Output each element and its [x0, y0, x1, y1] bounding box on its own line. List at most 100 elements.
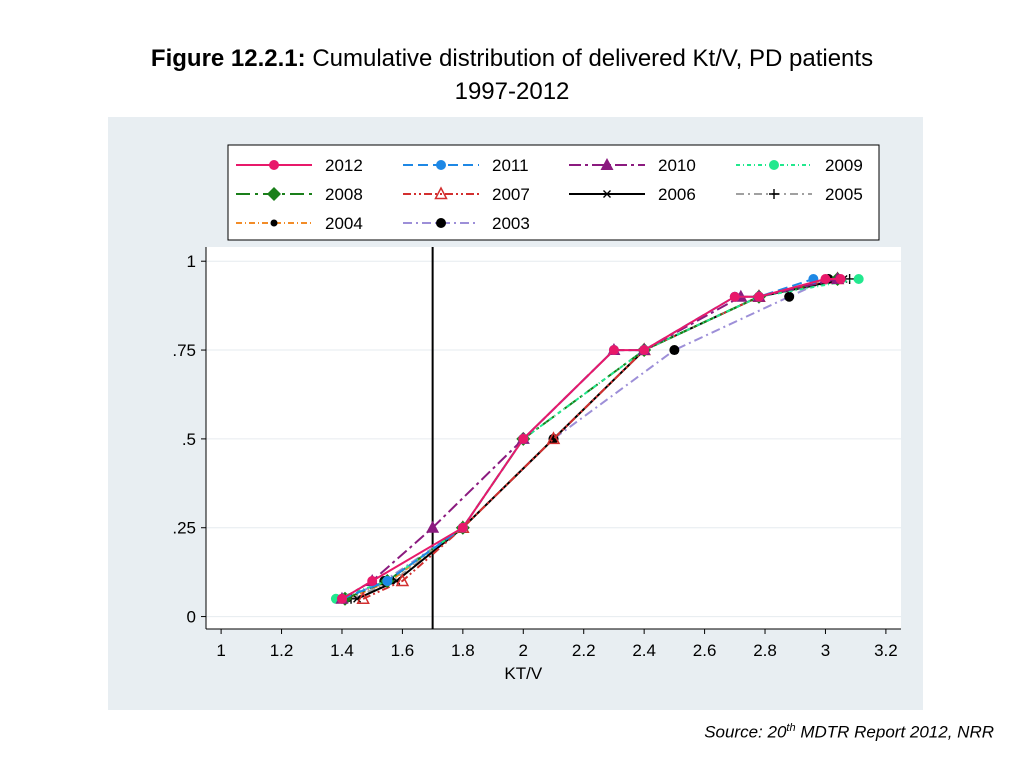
legend-item-2007: 2007: [403, 185, 530, 204]
source-note: Source: 20th MDTR Report 2012, NRR: [704, 722, 994, 743]
data-point: [546, 431, 561, 445]
point-marker: [753, 291, 764, 302]
data-point: [518, 433, 529, 444]
point-marker: [600, 158, 614, 170]
data-point: [436, 218, 446, 228]
point-marker: [436, 218, 446, 228]
legend-label: 2012: [325, 156, 363, 175]
point-marker: [269, 160, 279, 170]
data-point: [367, 576, 378, 587]
point-marker: [336, 593, 347, 604]
data-point: [434, 186, 448, 200]
legend-label: 2010: [658, 156, 696, 175]
legend-item-2010: 2010: [569, 156, 696, 175]
x-tick-label: 2: [519, 641, 528, 660]
point-marker: [518, 433, 529, 444]
series-layer: [330, 271, 864, 606]
data-point: [639, 345, 650, 356]
source-pre: Source: 20: [704, 722, 787, 742]
point-marker: [603, 190, 611, 198]
data-point: [382, 576, 393, 587]
source-sup: th: [786, 722, 796, 734]
data-point: [844, 273, 855, 284]
point-marker: [835, 273, 846, 284]
legend-label: 2006: [658, 185, 696, 204]
data-point: [270, 219, 278, 227]
point-marker: [356, 591, 370, 605]
x-tick-label: 1.6: [391, 641, 415, 660]
x-tick-label: 2.4: [632, 641, 656, 660]
legend-item-2004: 2004: [236, 214, 363, 233]
data-point: [784, 291, 795, 302]
legend-item-2005: 2005: [736, 185, 863, 204]
y-tick-label: .75: [172, 341, 196, 360]
point-marker: [267, 187, 281, 201]
x-tick-label: 3: [821, 641, 830, 660]
legend-label: 2011: [492, 156, 529, 175]
data-point: [395, 573, 410, 587]
point-marker: [436, 160, 446, 170]
point-marker: [669, 345, 680, 356]
point-marker: [395, 573, 410, 587]
point-marker: [769, 189, 779, 199]
figure-title-prefix: Figure 12.2.1:: [150, 45, 306, 72]
data-point: [608, 345, 619, 356]
point-marker: [820, 273, 831, 284]
point-marker: [382, 576, 393, 587]
x-tick-label: 1.2: [270, 641, 294, 660]
data-point: [835, 273, 846, 284]
point-marker: [457, 522, 468, 533]
data-point: [457, 522, 468, 533]
figure-title: Figure 12.2.1: Cumulative distribution o…: [0, 42, 1024, 108]
data-point: [853, 273, 864, 284]
legend-label: 2003: [492, 214, 530, 233]
legend-item-2006: 2006: [569, 185, 696, 204]
legend: 2012 2011 2010 2009 2008 2007 2006 2005 2004 2003: [227, 144, 880, 241]
x-tick-label: 1.4: [330, 641, 354, 660]
source-post: MDTR Report 2012, NRR: [795, 722, 994, 742]
x-tick-label: 1.8: [451, 641, 475, 660]
legend-label: 2008: [325, 185, 363, 204]
point-marker: [729, 291, 740, 302]
legend-item-2003: 2003: [403, 214, 530, 233]
legend-label: 2007: [492, 185, 530, 204]
series-line-2012: [341, 278, 841, 600]
point-marker: [784, 291, 795, 302]
data-point: [820, 273, 831, 284]
series-2012: [336, 273, 846, 604]
y-tick-label: 0: [187, 608, 196, 627]
x-tick-label: 3.2: [874, 641, 898, 660]
legend-item-2011: 2011: [403, 156, 529, 175]
data-point: [269, 160, 279, 170]
legend-box: [227, 144, 880, 241]
legend-label: 2004: [325, 214, 363, 233]
legend-item-2008: 2008: [236, 185, 363, 204]
y-tick-label: .5: [182, 430, 196, 449]
data-point: [603, 190, 611, 198]
point-marker: [546, 431, 561, 445]
x-tick-label: 2.6: [693, 641, 717, 660]
point-marker: [426, 520, 440, 533]
point-marker: [844, 273, 855, 284]
data-point: [600, 158, 614, 170]
point-marker: [367, 576, 378, 587]
figure-title-line2: 1997-2012: [454, 78, 570, 105]
chart-panel: 0 .25 .5 .75 1 1 1.2 1.4 1.6 1.8 2 2.2 2.4 2.6 2.8 3 3.2…: [108, 117, 923, 710]
y-tick-label: .25: [172, 519, 196, 538]
legend-item-2009: 2009: [736, 156, 863, 175]
x-axis-label: KT/V: [504, 664, 542, 683]
point-marker: [769, 160, 779, 170]
legend-label: 2005: [825, 185, 863, 204]
point-marker: [853, 273, 864, 284]
legend-label: 2009: [825, 156, 863, 175]
point-marker: [434, 186, 448, 200]
data-point: [669, 345, 680, 356]
legend-item-2012: 2012: [236, 156, 363, 175]
point-marker: [639, 345, 650, 356]
chart-svg: 0 .25 .5 .75 1 1 1.2 1.4 1.6 1.8 2 2.2 2.4 2.6 2.8 3 3.2…: [108, 117, 923, 710]
x-tick-label: 2.2: [572, 641, 596, 660]
data-point: [729, 291, 740, 302]
data-point: [769, 189, 779, 199]
y-tick-label: 1: [187, 252, 196, 271]
point-marker: [270, 219, 278, 227]
